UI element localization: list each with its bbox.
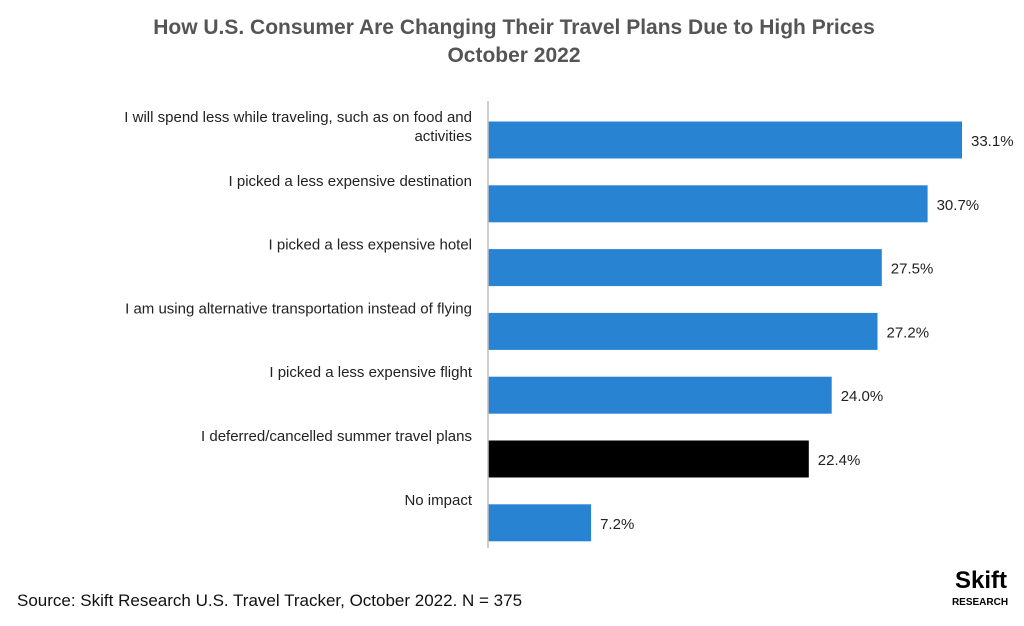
bar-3 bbox=[488, 312, 878, 350]
bar-1 bbox=[488, 185, 928, 223]
value-label-6: 7.2% bbox=[600, 516, 634, 533]
category-label-6: No impact bbox=[404, 492, 472, 509]
chart-title: How U.S. Consumer Are Changing Their Tra… bbox=[153, 16, 875, 39]
logo-wordmark: Skift bbox=[955, 567, 1007, 594]
category-label-0-line-1: activities bbox=[414, 128, 472, 145]
value-label-0: 33.1% bbox=[971, 133, 1014, 150]
value-label-3: 27.2% bbox=[887, 324, 930, 341]
category-label-1: I picked a less expensive destination bbox=[229, 173, 472, 190]
value-label-4: 24.0% bbox=[841, 388, 884, 405]
value-label-5: 22.4% bbox=[818, 452, 861, 469]
skift-research-logo: Skift RESEARCH bbox=[952, 567, 1008, 608]
bar-5 bbox=[488, 440, 809, 478]
source-note: Source: Skift Research U.S. Travel Track… bbox=[17, 591, 522, 610]
bar-4 bbox=[488, 376, 832, 414]
bar-2 bbox=[488, 249, 882, 287]
category-label-2: I picked a less expensive hotel bbox=[269, 237, 472, 254]
category-label-4: I picked a less expensive flight bbox=[269, 364, 472, 381]
chart-subtitle: October 2022 bbox=[447, 44, 580, 67]
logo-subtext: RESEARCH bbox=[952, 597, 1008, 608]
bar-0 bbox=[488, 121, 962, 159]
category-label-3: I am using alternative transportation in… bbox=[125, 300, 472, 317]
category-label-5: I deferred/cancelled summer travel plans bbox=[201, 428, 472, 445]
bars-layer: 33.1% I will spend less while traveling, … bbox=[124, 109, 1014, 542]
value-label-2: 27.5% bbox=[891, 261, 934, 278]
category-label-0-line-0: I will spend less while traveling, such … bbox=[124, 109, 472, 126]
value-label-1: 30.7% bbox=[937, 197, 980, 214]
bar-6 bbox=[488, 504, 592, 542]
